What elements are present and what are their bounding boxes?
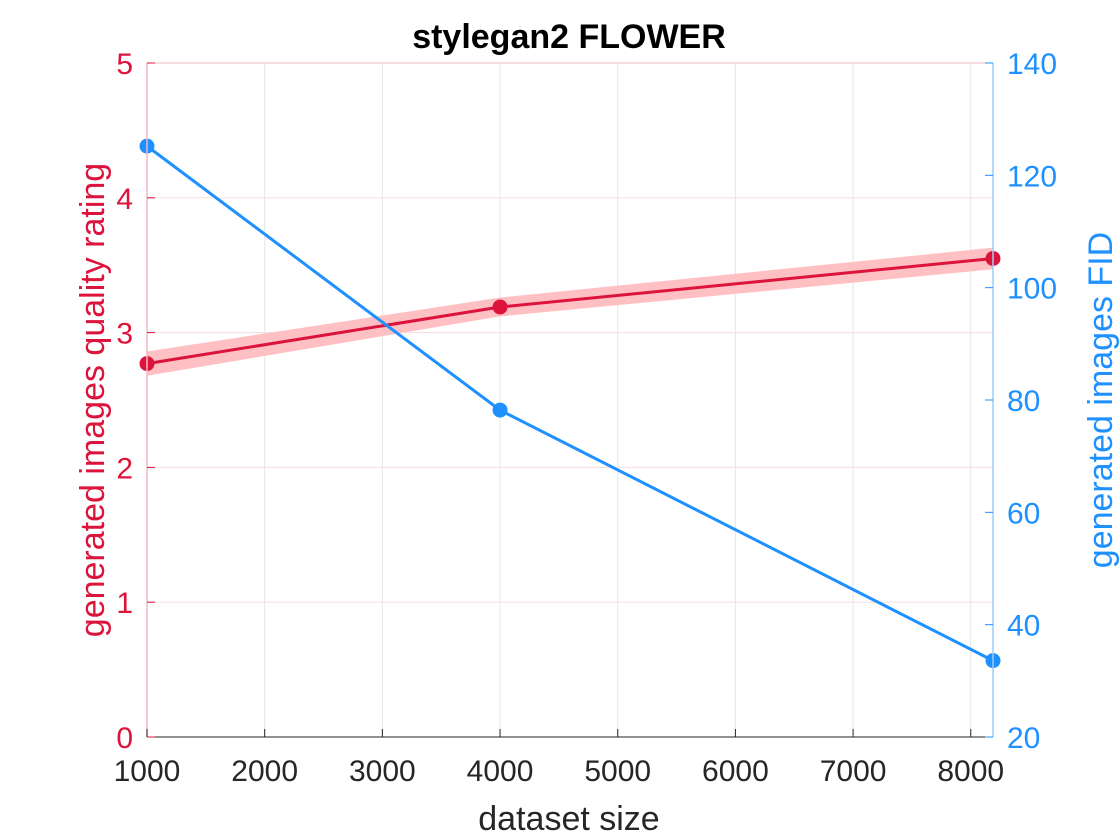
series-1-point — [492, 402, 508, 418]
y-axis-label-left: generated images quality rating — [74, 163, 112, 637]
x-axis-label: dataset size — [478, 800, 659, 838]
x-tick-label: 3000 — [349, 755, 416, 788]
x-tick-label: 1000 — [114, 755, 181, 788]
y-right-tick-label: 80 — [1007, 385, 1040, 418]
y-left-tick-label: 3 — [116, 318, 133, 351]
y-right-tick-label: 100 — [1007, 273, 1057, 306]
y-right-tick-label: 20 — [1007, 722, 1040, 755]
x-tick-label: 7000 — [820, 755, 887, 788]
x-tick-label: 6000 — [702, 755, 769, 788]
y-axis-label-right: generated images FID — [1082, 232, 1120, 568]
axes — [146, 62, 994, 738]
series-lines-layer — [139, 138, 1001, 669]
y-right-tick-label: 140 — [1007, 48, 1057, 81]
y-left-tick-label: 4 — [116, 183, 133, 216]
x-tick-label: 4000 — [467, 755, 534, 788]
y-right-tick-label: 120 — [1007, 160, 1057, 193]
y-right-tick-label: 40 — [1007, 610, 1040, 643]
y-right-tick-label: 60 — [1007, 497, 1040, 530]
y-left-tick-label: 5 — [116, 48, 133, 81]
x-tick-label: 5000 — [584, 755, 651, 788]
x-tick-label: 2000 — [231, 755, 298, 788]
tick-labels: 1000 2000 3000 4000 5000 6000 7000 8000 0 1 2 3 4 5 20… — [114, 48, 1057, 788]
x-tick-label: 8000 — [937, 755, 1004, 788]
y-left-tick-label: 0 — [116, 722, 133, 755]
y-left-tick-label: 2 — [116, 452, 133, 485]
series-0-point — [492, 299, 508, 315]
y-left-tick-label: 1 — [116, 587, 133, 620]
chart-title: stylegan2 FLOWER — [412, 18, 726, 56]
